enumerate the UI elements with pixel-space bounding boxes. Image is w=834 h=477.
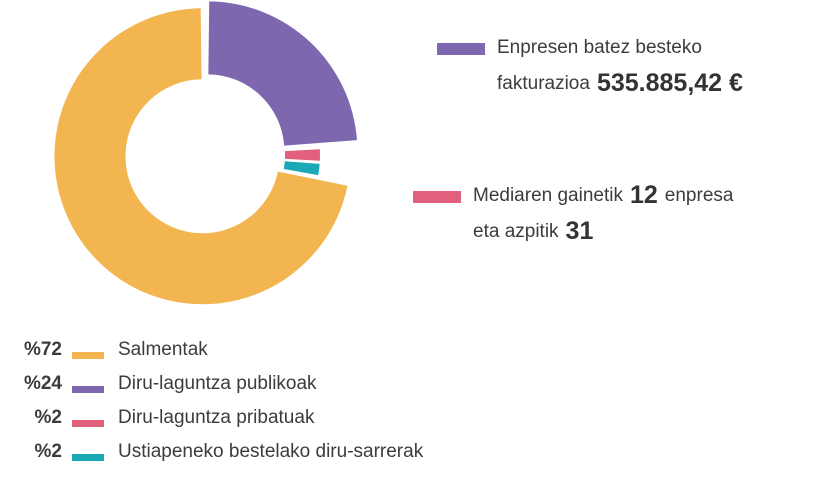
donut-slice	[54, 8, 348, 305]
legend-value: %2	[35, 407, 62, 428]
annotation-swatch	[437, 43, 485, 55]
legend-swatch	[72, 352, 104, 359]
legend-value: %2	[35, 441, 62, 462]
legend-label: Diru-laguntza publikoak	[118, 373, 317, 394]
annotation-word: fakturazioa	[497, 73, 590, 94]
donut-slice	[284, 149, 320, 161]
annotation-text: eta azpitik 31	[473, 217, 593, 245]
annotation-word: enpresa	[665, 185, 734, 206]
legend-label: Salmentak	[118, 339, 208, 360]
annotation-text: fakturazioa 535.885,42 €	[497, 69, 743, 97]
legend-swatch	[72, 454, 104, 461]
legend-label: Diru-laguntza pribatuak	[118, 407, 315, 428]
annotation-value: 535.885,42 €	[597, 69, 743, 97]
legend-value: %72	[24, 339, 62, 360]
annotation-text: Enpresen batez besteko	[497, 37, 702, 58]
annotation-value: 31	[566, 217, 594, 245]
legend-swatch	[72, 386, 104, 393]
annotation-word: Enpresen batez besteko	[497, 37, 702, 58]
annotation-word: Mediaren gainetik	[473, 185, 623, 206]
legend-swatch	[72, 420, 104, 427]
annotation-text: Mediaren gainetik 12 enpresa	[473, 181, 734, 209]
donut-slice	[283, 161, 320, 176]
legend-value: %24	[24, 373, 62, 394]
legend-label: Ustiapeneko bestelako diru-sarrerak	[118, 441, 424, 462]
annotation-word: eta azpitik	[473, 221, 559, 242]
donut-slice	[208, 1, 358, 146]
annotation-value: 12	[630, 181, 658, 209]
annotation-swatch	[413, 191, 461, 203]
